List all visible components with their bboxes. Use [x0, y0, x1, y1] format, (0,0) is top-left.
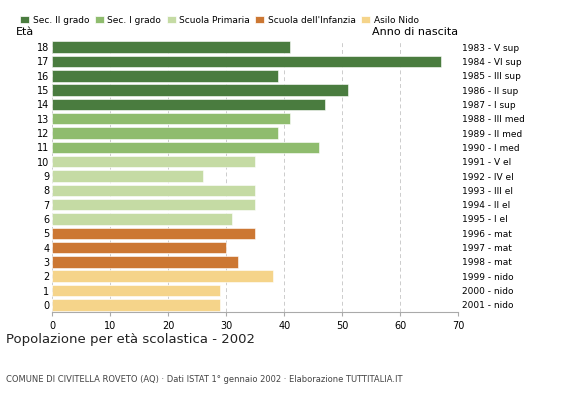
Bar	[52, 142, 319, 153]
Bar	[52, 127, 278, 139]
Bar	[52, 199, 255, 210]
Bar	[52, 70, 278, 82]
Text: Popolazione per età scolastica - 2002: Popolazione per età scolastica - 2002	[6, 333, 255, 346]
Bar	[52, 184, 255, 196]
Bar	[52, 242, 226, 253]
Legend: Sec. II grado, Sec. I grado, Scuola Primaria, Scuola dell'Infanzia, Asilo Nido: Sec. II grado, Sec. I grado, Scuola Prim…	[20, 16, 419, 25]
Text: Età: Età	[16, 27, 34, 37]
Bar	[52, 170, 203, 182]
Bar	[52, 228, 255, 239]
Bar	[52, 113, 290, 124]
Text: COMUNE DI CIVITELLA ROVETO (AQ) · Dati ISTAT 1° gennaio 2002 · Elaborazione TUTT: COMUNE DI CIVITELLA ROVETO (AQ) · Dati I…	[6, 375, 403, 384]
Bar	[52, 285, 220, 296]
Bar	[52, 256, 238, 268]
Bar	[52, 84, 348, 96]
Bar	[52, 42, 290, 53]
Bar	[52, 99, 325, 110]
Bar	[52, 270, 273, 282]
Text: Anno di nascita: Anno di nascita	[372, 27, 458, 37]
Bar	[52, 56, 441, 67]
Bar	[52, 299, 220, 310]
Bar	[52, 213, 232, 225]
Bar	[52, 156, 255, 168]
